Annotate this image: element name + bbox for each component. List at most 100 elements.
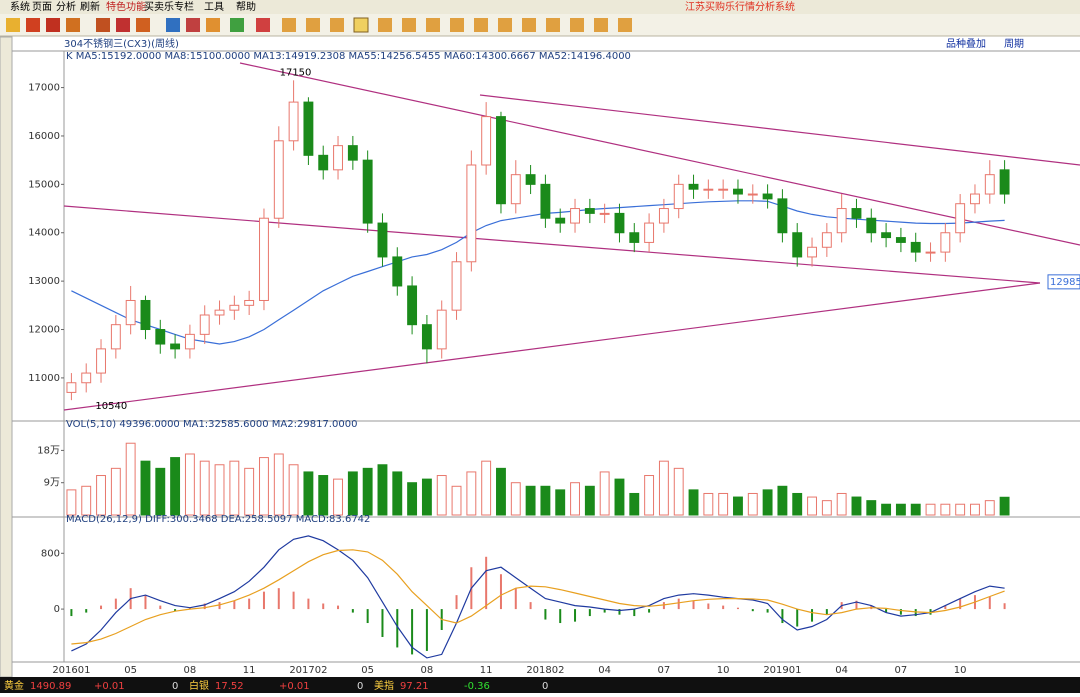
toolbar-link[interactable]: 品种叠加	[946, 37, 986, 50]
candle-body	[821, 232, 832, 248]
tool-icon[interactable]	[353, 17, 369, 33]
tool-icon[interactable]	[426, 18, 440, 32]
tool-icon[interactable]	[522, 18, 536, 32]
tool-icon[interactable]	[166, 18, 180, 32]
volume-bar	[644, 475, 655, 516]
price-marker: 12985	[1050, 277, 1080, 288]
candle-body	[214, 309, 225, 316]
y-tick-label: 13000	[28, 276, 60, 287]
volume-bar	[999, 496, 1010, 516]
candle-body	[970, 193, 980, 205]
toolbar-link[interactable]: 周期	[1004, 38, 1024, 50]
x-tick-label: 201802	[526, 665, 564, 676]
tool-icon[interactable]	[330, 18, 344, 32]
candle-body	[866, 217, 877, 234]
candle-body	[658, 208, 669, 224]
status-name: 美指	[374, 679, 394, 692]
y-tick-label: 18万	[37, 445, 60, 456]
candle-body	[673, 183, 684, 210]
tool-icon[interactable]	[498, 18, 512, 32]
x-tick-label: 04	[835, 665, 848, 676]
status-extra: 0	[542, 681, 548, 692]
menu-item[interactable]: 分析	[56, 0, 76, 13]
tool-icon[interactable]	[546, 18, 560, 32]
tool-icon[interactable]	[570, 18, 584, 32]
volume-bar	[821, 500, 832, 516]
tool-icon[interactable]	[618, 18, 632, 32]
price-marker-box	[1047, 274, 1080, 290]
menu-item[interactable]: 帮助	[236, 0, 256, 13]
tool-icon[interactable]	[186, 18, 200, 32]
x-tick-label: 08	[184, 665, 197, 676]
x-tick-label: 05	[361, 665, 374, 676]
menu-item[interactable]: 页面	[32, 1, 52, 13]
status-bar	[0, 677, 1080, 693]
status-change: -0.36	[464, 681, 490, 692]
tool-icon[interactable]	[46, 18, 60, 32]
candle-body	[910, 241, 921, 253]
tool-icon[interactable]	[378, 18, 392, 32]
tool-icon[interactable]	[26, 18, 40, 32]
volume-bar	[984, 500, 995, 516]
volume-bar	[125, 442, 136, 516]
menu-item[interactable]: 系统	[10, 0, 30, 13]
volume-bar	[362, 467, 373, 516]
x-tick-label: 08	[421, 665, 434, 676]
x-tick-label: 201601	[52, 665, 90, 676]
volume-bar	[421, 478, 432, 516]
volume-bar	[96, 475, 106, 516]
tool-icon[interactable]	[6, 18, 20, 32]
candle-body	[925, 251, 936, 254]
volume-bar	[792, 492, 803, 516]
tool-icon[interactable]	[282, 18, 296, 32]
candle-body	[259, 217, 269, 301]
volume-bar	[614, 478, 625, 516]
menu-bar	[0, 0, 1080, 14]
candle-body	[140, 299, 151, 331]
tool-icon[interactable]	[256, 18, 270, 32]
volume-bar	[747, 492, 758, 516]
volume-bar	[347, 471, 358, 516]
tool-icon[interactable]	[306, 18, 320, 32]
tool-icon[interactable]	[96, 18, 110, 32]
volume-bar	[199, 460, 210, 516]
toolbar	[0, 14, 1080, 36]
menu-item[interactable]: 刷新	[80, 0, 100, 13]
tool-icon[interactable]	[116, 18, 130, 32]
x-tick-label: 11	[480, 665, 493, 676]
menu-item[interactable]: 特色功能	[106, 0, 146, 13]
indicator-label: K MA5:15192.0000 MA8:15100.0000 MA13:149…	[66, 51, 631, 62]
menu-item[interactable]: 买卖乐专栏	[144, 0, 194, 13]
candle-body	[555, 217, 566, 224]
candle-body	[244, 299, 255, 306]
candle-body	[184, 333, 195, 350]
candle-body	[170, 343, 181, 350]
volume-bar	[525, 485, 536, 516]
x-tick-label: 201901	[763, 665, 801, 676]
tool-icon[interactable]	[402, 18, 416, 32]
y-tick-label: 16000	[28, 131, 60, 142]
x-tick-label: 07	[658, 665, 671, 676]
volume-bar	[229, 460, 240, 516]
candle-body	[199, 314, 210, 335]
candle-body	[851, 208, 862, 219]
candle-body	[333, 145, 343, 171]
tool-icon[interactable]	[230, 18, 244, 32]
volume-bar	[703, 492, 714, 516]
indicator-label: MACD(26,12,9) DIFF:300.3468 DEA:258.5097…	[66, 514, 370, 525]
candle-body	[955, 203, 966, 234]
tool-icon[interactable]	[450, 18, 464, 32]
tool-icon[interactable]	[206, 18, 220, 32]
candle-body	[273, 140, 284, 219]
volume-bar	[377, 464, 388, 516]
menu-item[interactable]: 工具	[204, 1, 224, 13]
tool-icon[interactable]	[474, 18, 488, 32]
volume-bar	[895, 503, 906, 516]
trend-line	[63, 205, 1041, 284]
tool-icon[interactable]	[594, 18, 608, 32]
status-change: +0.01	[279, 681, 310, 692]
volume-bar	[881, 503, 892, 516]
tool-icon[interactable]	[66, 18, 80, 32]
instrument-name: 304不锈钢三(CX3)(周线)	[64, 37, 179, 50]
tool-icon[interactable]	[136, 18, 150, 32]
